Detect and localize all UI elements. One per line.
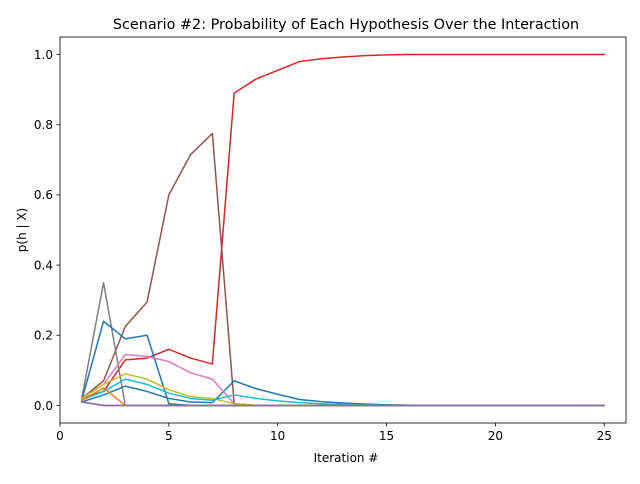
x-tick-label: 10 (270, 429, 285, 443)
x-tick-label: 15 (379, 429, 394, 443)
series-line-2 (80, 53, 605, 400)
y-tick-label: 0.6 (34, 188, 53, 202)
series-line-11 (80, 401, 605, 407)
chart-title: Scenario #2: Probability of Each Hypothe… (113, 17, 579, 33)
y-tick-label: 1.0 (34, 48, 53, 62)
plot-area: 0 5 10 15 20 25 0.0 0.2 0.4 0.6 0.8 1.0 (34, 36, 627, 443)
axes-frame (59, 36, 627, 424)
y-tick-label: 0.0 (34, 399, 53, 413)
series-lines (80, 53, 605, 407)
x-tick-label: 20 (488, 429, 503, 443)
y-tick-label: 0.2 (34, 329, 53, 343)
y-tick-label: 0.8 (34, 118, 53, 132)
x-tick-label: 5 (165, 429, 173, 443)
x-tick-label: 0 (56, 429, 64, 443)
y-axis-label: p(h | X) (15, 208, 29, 252)
y-tick-label: 0.4 (34, 258, 53, 272)
x-axis-label: Iteration # (314, 451, 379, 465)
x-tick-label: 25 (597, 429, 612, 443)
